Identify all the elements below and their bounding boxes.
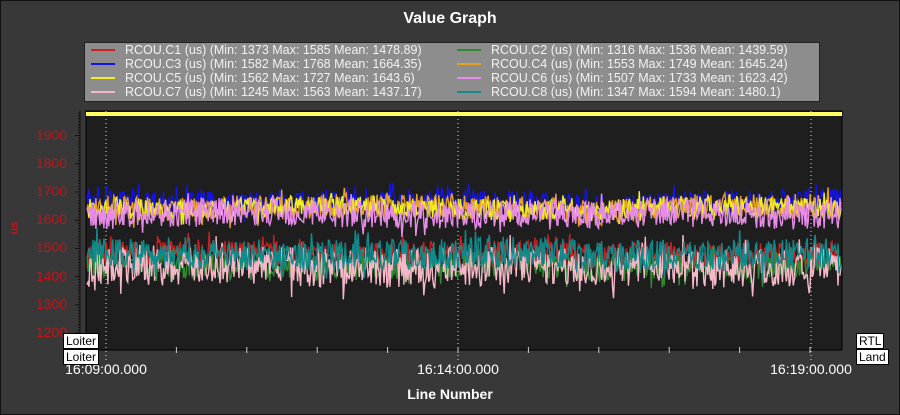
y-tick-label: 1200 (35, 324, 67, 341)
y-tick-label: 1800 (35, 154, 67, 171)
mode-label-end-top: RTL (856, 333, 885, 349)
legend-label: RCOU.C7 (us) (Min: 1245 Max: 1563 Mean: … (125, 85, 422, 99)
x-tick-label: 16:14:00.000 (417, 361, 499, 377)
legend-label: RCOU.C5 (us) (Min: 1562 Max: 1727 Mean: … (125, 71, 415, 85)
legend-entry[interactable]: RCOU.C2 (us) (Min: 1316 Max: 1536 Mean: … (451, 43, 788, 57)
y-tick-label: 1600 (35, 211, 67, 228)
series-line-6 (86, 193, 842, 238)
series-line-2 (86, 244, 842, 289)
legend-swatch (457, 77, 481, 79)
legend-swatch (457, 91, 481, 93)
legend-entry[interactable]: RCOU.C3 (us) (Min: 1582 Max: 1768 Mean: … (85, 57, 422, 71)
y-tick-label: 1700 (35, 182, 67, 199)
plot-area (85, 110, 843, 351)
legend-entry[interactable]: RCOU.C1 (us) (Min: 1373 Max: 1585 Mean: … (85, 43, 422, 57)
legend-swatch (457, 63, 481, 65)
legend: RCOU.C1 (us) (Min: 1373 Max: 1585 Mean: … (84, 42, 820, 102)
chart-title: Value Graph (403, 10, 497, 27)
legend-entry[interactable]: RCOU.C4 (us) (Min: 1553 Max: 1749 Mean: … (451, 57, 788, 71)
legend-entry[interactable]: RCOU.C5 (us) (Min: 1562 Max: 1727 Mean: … (85, 71, 415, 85)
y-tick-label: 1400 (35, 267, 67, 284)
y-tick-label: 1900 (35, 126, 67, 143)
legend-swatch (91, 77, 115, 79)
legend-label: RCOU.C4 (us) (Min: 1553 Max: 1749 Mean: … (491, 57, 788, 71)
legend-label: RCOU.C1 (us) (Min: 1373 Max: 1585 Mean: … (125, 43, 422, 57)
y-tick-label: 1300 (35, 295, 67, 312)
legend-label: RCOU.C2 (us) (Min: 1316 Max: 1536 Mean: … (491, 43, 788, 57)
x-tick-label: 16:19:00.000 (770, 361, 852, 377)
legend-entry[interactable]: RCOU.C8 (us) (Min: 1347 Max: 1594 Mean: … (451, 85, 781, 99)
legend-entry[interactable]: RCOU.C6 (us) (Min: 1507 Max: 1733 Mean: … (451, 71, 788, 85)
legend-label: RCOU.C3 (us) (Min: 1582 Max: 1768 Mean: … (125, 57, 422, 71)
x-axis-label: Line Number (407, 386, 493, 402)
y-axis-label: us (8, 221, 21, 235)
legend-label: RCOU.C6 (us) (Min: 1507 Max: 1733 Mean: … (491, 71, 788, 85)
top-band (86, 112, 842, 116)
legend-swatch (91, 49, 115, 51)
legend-label: RCOU.C8 (us) (Min: 1347 Max: 1594 Mean: … (491, 85, 781, 99)
series-line-8 (86, 227, 842, 280)
legend-swatch (91, 63, 115, 65)
legend-swatch (91, 91, 115, 93)
legend-swatch (457, 49, 481, 51)
legend-entry[interactable]: RCOU.C7 (us) (Min: 1245 Max: 1563 Mean: … (85, 85, 422, 99)
y-tick-label: 1500 (35, 239, 67, 256)
series-line-7 (86, 234, 842, 300)
mode-label-end-bottom: Land (856, 349, 889, 365)
mode-label-start-top: Loiter (63, 333, 100, 349)
x-tick-label: 16:09:00.000 (65, 361, 147, 377)
mode-label-start-bottom: Loiter (63, 349, 100, 365)
